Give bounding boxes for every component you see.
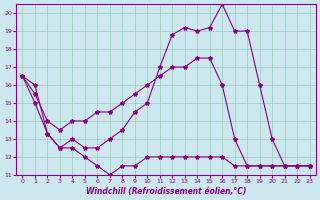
X-axis label: Windchill (Refroidissement éolien,°C): Windchill (Refroidissement éolien,°C) xyxy=(86,187,246,196)
